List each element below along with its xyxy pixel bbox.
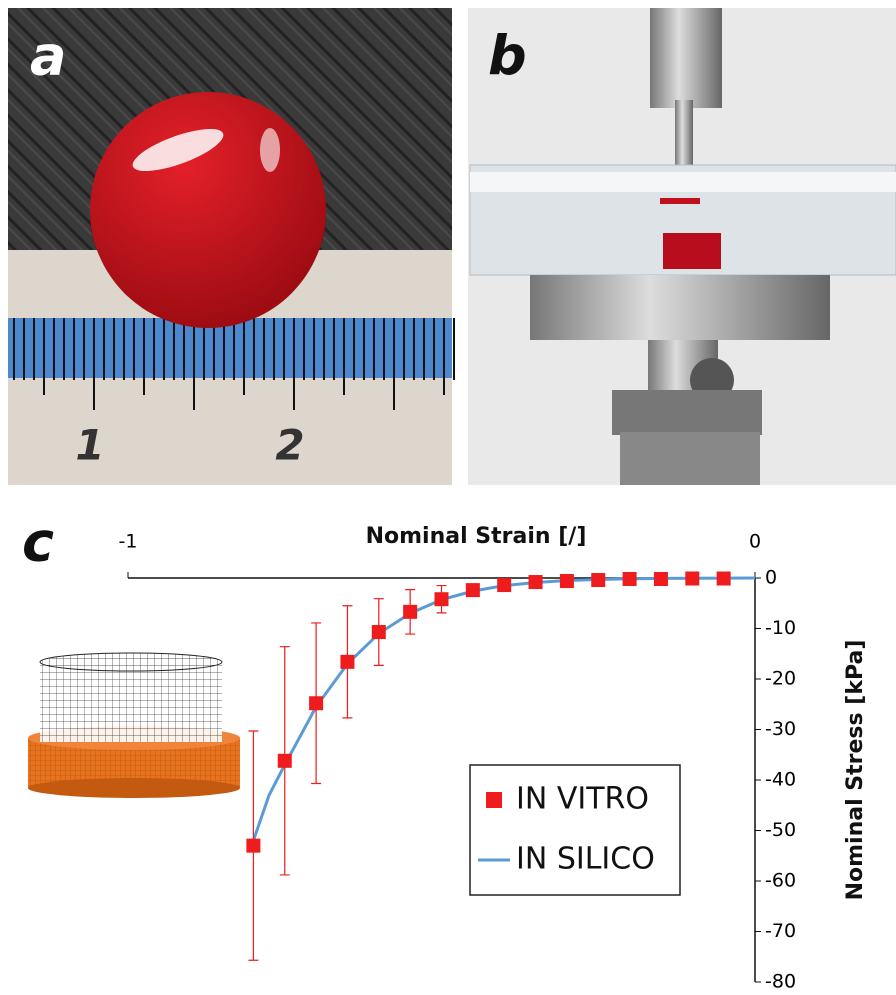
data-point	[403, 605, 417, 619]
legend-label: IN SILICO	[516, 842, 655, 877]
legend-label: IN VITRO	[516, 782, 649, 817]
panel-label: a	[30, 25, 66, 88]
panel-label: b	[488, 25, 527, 88]
y-tick-label: -60	[765, 870, 796, 892]
y-tick-label: -50	[765, 819, 796, 841]
y-tick-label: -10	[765, 617, 796, 639]
data-point	[654, 572, 668, 586]
data-point	[717, 572, 731, 586]
data-point	[340, 655, 354, 669]
photo-b: b	[468, 8, 896, 485]
legend: IN VITRO IN SILICO	[470, 765, 680, 895]
x-tick-label: -1	[119, 531, 138, 553]
y-tick-label: -80	[765, 971, 796, 992]
y-tick-label: -40	[765, 769, 796, 791]
legend-marker	[486, 792, 502, 808]
data-point	[560, 574, 574, 588]
ruler-label: 1	[75, 421, 104, 470]
y-tick-label: -30	[765, 718, 796, 740]
photo-a: a 1 2	[8, 8, 454, 485]
ruler-label: 2	[275, 421, 304, 470]
figure: a 1 2 b c Nominal Strain [/] Nominal Str…	[0, 0, 896, 991]
data-point	[372, 625, 386, 639]
data-point	[685, 572, 699, 586]
y-tick-label: -70	[765, 920, 796, 942]
data-point	[309, 696, 323, 710]
y-axis-title: Nominal Stress [kPa]	[843, 640, 868, 901]
data-point	[246, 839, 260, 853]
panel-label: c	[22, 511, 54, 574]
data-point	[278, 754, 292, 768]
y-tick-label: -20	[765, 668, 796, 690]
data-point	[497, 578, 511, 592]
y-tick-label: 0	[765, 567, 777, 589]
x-axis-title: Nominal Strain [/]	[366, 524, 587, 549]
data-point	[623, 572, 637, 586]
mesh-illustration	[28, 653, 240, 798]
data-point	[529, 575, 543, 589]
page: a 1 2 b c Nominal Strain [/] Nominal Str…	[0, 0, 896, 995]
data-point	[466, 583, 480, 597]
data-point	[435, 592, 449, 606]
data-point	[591, 573, 605, 587]
x-tick-label: 0	[749, 531, 761, 553]
